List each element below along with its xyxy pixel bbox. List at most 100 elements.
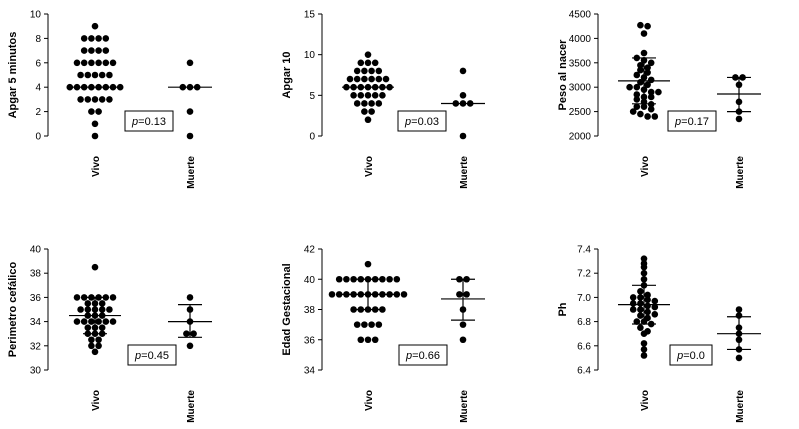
- chart-2-vivo-point: [364, 59, 372, 67]
- chart-6-p-value-box: [669, 344, 713, 366]
- chart-3-vivo-point: [647, 105, 655, 113]
- chart-3-vivo-point: [637, 110, 644, 118]
- chart-2-vivo-point: [353, 67, 361, 75]
- chart-5-muerte-point: [459, 321, 467, 328]
- chart-3-vivo-point: [644, 81, 651, 89]
- chart-6-vivo-point: [640, 255, 648, 262]
- chart-1-vivo-point: [102, 59, 110, 67]
- chart-1-y-axis-label: Apgar 5 minutos: [7, 32, 19, 119]
- chart-4-muerte-point: [186, 294, 194, 301]
- chart-3-vivo-point: [633, 103, 641, 111]
- chart-4-muerte-point: [183, 330, 190, 338]
- chart-3-vivo-point: [640, 103, 648, 111]
- chart-5-vivo-point: [335, 291, 343, 298]
- chart-panel-5: 34 36 38 40 42 Edad Gestacional Vivo Muerte p=0.…: [281, 245, 485, 423]
- chart-6-vivo-point: [644, 308, 651, 316]
- chart-1-y-tick-label: 10: [30, 10, 42, 21]
- chart-3-vivo-point: [647, 76, 655, 84]
- chart-2-vivo-point: [346, 75, 354, 83]
- chart-1-vivo-point: [80, 35, 88, 42]
- chart-6-vivo-point: [640, 352, 648, 359]
- chart-6-vivo-point: [640, 346, 648, 353]
- chart-6-vivo-point: [629, 294, 637, 301]
- chart-4-vivo-point: [73, 294, 81, 301]
- chart-6-vivo-point: [637, 300, 644, 307]
- chart-3-vivo-point: [644, 22, 651, 30]
- chart-2-vivo-point: [361, 100, 368, 107]
- chart-6-vivo-point: [651, 297, 659, 305]
- chart-1-vivo-point: [106, 71, 113, 79]
- chart-2-vivo-point: [375, 100, 383, 107]
- chart-4-vivo-point: [109, 318, 117, 325]
- chart-4-y-tick-label: 34: [30, 317, 42, 328]
- chart-6-y-tick-label: 7.2: [577, 269, 591, 280]
- chart-3-p-value-box: [667, 110, 717, 132]
- chart-3-vivo-point: [640, 30, 648, 37]
- chart-4-vivo-point: [102, 318, 110, 325]
- chart-3-y-tick-label: 3500: [569, 58, 592, 69]
- chart-3-vivo-point: [644, 69, 651, 76]
- chart-2-vivo-point: [368, 100, 375, 107]
- chart-1-vivo-point: [95, 47, 102, 54]
- chart-2-muerte-point: [459, 92, 467, 99]
- chart-2-y-axis-label: Apgar 10: [281, 51, 293, 98]
- chart-3-category-label-vivo: Vivo: [640, 156, 651, 177]
- chart-panel-4: 30 32 34 36 38 40 Perimetro cefálico Vivo Muerte…: [7, 245, 212, 423]
- chart-4-vivo-point: [98, 324, 106, 331]
- chart-4-p-value-box: [127, 344, 177, 366]
- chart-3-vivo-point: [633, 83, 641, 91]
- chart-1-muerte-point: [186, 132, 194, 140]
- chart-1-vivo-point: [95, 108, 102, 115]
- chart-2-vivo-point: [350, 92, 357, 99]
- chart-2-p-value-box: [397, 110, 447, 132]
- chart-1-vivo-point: [73, 59, 81, 67]
- chart-panel-3: 2000 2500 3000 3500 4000 4500 Peso al nacer Viv…: [557, 10, 761, 189]
- chart-3-vivo-point: [644, 64, 651, 71]
- chart-4-vivo-point: [109, 294, 117, 301]
- chart-4-vivo-point: [91, 348, 99, 356]
- chart-4-muerte-point: [190, 330, 197, 338]
- chart-4-vivo-point: [95, 342, 102, 350]
- chart-1-y-tick-label: 2: [35, 107, 41, 118]
- chart-2-vivo-point: [368, 67, 375, 75]
- chart-2-vivo-point: [361, 67, 368, 75]
- chart-6-vivo-point: [651, 311, 659, 318]
- chart-3-vivo-point: [647, 93, 655, 101]
- chart-3-vivo-point: [640, 49, 648, 57]
- chart-6-vivo-point: [651, 303, 659, 311]
- chart-3-vivo-point: [637, 66, 644, 74]
- chart-3-p-value: p=0.17: [674, 116, 709, 128]
- chart-5-vivo-point: [400, 291, 408, 298]
- chart-5-muerte-point: [463, 291, 470, 298]
- chart-5-y-tick-label: 40: [304, 275, 316, 286]
- chart-2-vivo-point: [361, 75, 368, 83]
- chart-1-vivo-point: [95, 35, 102, 42]
- chart-6-p-value: p=0.0: [676, 350, 705, 362]
- chart-2-y-tick-label: 5: [309, 91, 315, 102]
- chart-2-vivo-point: [353, 100, 361, 107]
- chart-3-vivo-point: [633, 91, 641, 98]
- chart-1-vivo-point: [91, 96, 99, 103]
- chart-1-vivo-point: [91, 132, 99, 140]
- chart-1-vivo-point: [102, 47, 110, 54]
- chart-1-vivo-point: [88, 59, 95, 67]
- chart-3-y-tick-label: 2500: [569, 107, 592, 118]
- chart-1-vivo-point: [109, 59, 117, 67]
- chart-6-y-tick-label: 6.6: [577, 341, 591, 352]
- chart-5-muerte-point: [459, 336, 467, 344]
- chart-1-y-tick-label: 8: [35, 34, 41, 45]
- chart-panel-1: 0 2 4 6 8 10 Apgar 5 minutos Vivo Muerte p=0.13: [7, 10, 212, 189]
- chart-2-vivo-point: [371, 92, 379, 99]
- chart-3-category-label-muerte: Muerte: [735, 156, 746, 189]
- chart-3-muerte-point: [735, 115, 743, 123]
- chart-1-vivo-point: [98, 96, 106, 103]
- chart-6-vivo-point: [637, 294, 644, 301]
- chart-1-vivo-point: [88, 35, 95, 42]
- chart-2-vivo-point: [371, 59, 379, 67]
- chart-4-vivo-point: [84, 300, 92, 307]
- chart-4-vivo-point: [73, 318, 81, 325]
- chart-4-vivo-point: [84, 324, 92, 331]
- chart-6-muerte-point: [735, 306, 743, 313]
- chart-4-y-tick-label: 38: [30, 269, 42, 280]
